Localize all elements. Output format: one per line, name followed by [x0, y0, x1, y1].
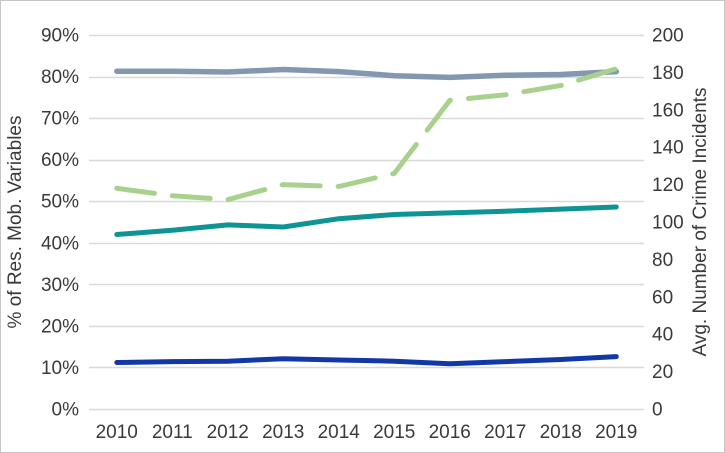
series-line-navy-line: [114, 354, 619, 367]
series-line-green-dashed-line: [114, 66, 619, 203]
right-axis-tick-label: 40: [652, 325, 673, 346]
series-line-teal-line: [114, 204, 619, 237]
x-axis-tick-label: 2013: [262, 422, 304, 443]
x-axis-tick-label: 2015: [373, 422, 415, 443]
left-axis-tick-label: 50%: [41, 192, 79, 213]
right-axis-tick-label: 20: [652, 362, 673, 383]
right-axis-tick-label: 180: [652, 63, 684, 84]
x-axis-tick-label: 2011: [152, 422, 193, 443]
left-axis-tick-label: 30%: [41, 275, 79, 296]
left-axis-tick-label: 60%: [41, 150, 79, 171]
x-axis-tick-label: 2014: [318, 422, 361, 443]
x-axis-tick-label: 2017: [484, 422, 526, 443]
right-axis-tick-label: 140: [652, 138, 684, 159]
x-axis-tick-label: 2016: [429, 422, 471, 443]
series-line-slate-line: [114, 66, 620, 81]
right-axis-tick-label: 80: [652, 250, 673, 271]
right-axis-title: Avg. Number of Crime Incidents: [690, 88, 711, 357]
right-axis-tick-label: 0: [652, 400, 663, 421]
x-axis-tick-label: 2018: [540, 422, 582, 443]
right-axis-tick-label: 120: [652, 175, 684, 196]
x-axis-tick-label: 2012: [207, 422, 249, 443]
left-axis-title: % of Res. Mob. Variables: [5, 116, 26, 329]
left-axis-tick-label: 20%: [41, 316, 79, 337]
left-axis-tick-label: 70%: [41, 109, 79, 130]
right-axis-tick-label: 160: [652, 100, 684, 121]
x-axis-tick-label: 2019: [595, 422, 637, 443]
left-axis-tick-label: 0%: [52, 400, 80, 421]
right-axis-tick-label: 200: [652, 26, 684, 47]
left-axis-tick-label: 80%: [41, 67, 79, 88]
left-axis-tick-label: 90%: [41, 26, 79, 47]
right-axis-tick-label: 60: [652, 287, 673, 308]
left-axis-tick-label: 40%: [41, 233, 79, 254]
left-axis-tick-label: 10%: [41, 358, 79, 379]
x-axis-tick-label: 2010: [96, 422, 138, 443]
right-axis-tick-label: 100: [652, 213, 684, 234]
